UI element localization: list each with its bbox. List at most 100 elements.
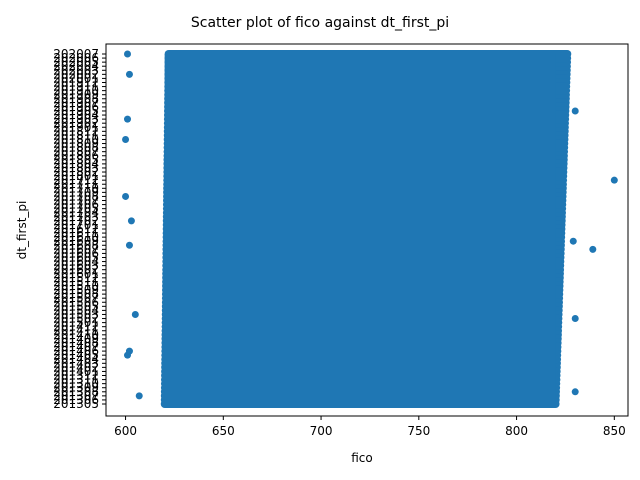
y-tick-label: 201706 — [53, 198, 99, 212]
y-tick-label: 202004 — [53, 59, 99, 73]
y-tick-label: 201709 — [53, 185, 99, 199]
y-tick-label: 201906 — [53, 100, 99, 114]
y-tick-label: 201607 — [53, 242, 99, 256]
y-tick-label: 201609 — [53, 234, 99, 248]
y-tick-label: 201604 — [53, 255, 99, 269]
y-tick-label: 201808 — [53, 141, 99, 155]
y-tick-label: 201411 — [53, 324, 99, 338]
y-tick-label: 201312 — [53, 369, 99, 383]
y-tick-label: 201812 — [53, 124, 99, 138]
scatter-point — [127, 217, 135, 225]
scatter-point — [122, 135, 130, 143]
y-tick-label: 201711 — [53, 177, 99, 191]
data-points — [122, 50, 618, 408]
y-tick-label: 201309 — [53, 381, 99, 395]
y-tick-label: 201606 — [53, 246, 99, 260]
y-tick-label: 201306 — [53, 393, 99, 407]
y-tick-label: 201710 — [53, 181, 99, 195]
y-tick-label: 201404 — [53, 352, 99, 366]
y-tick-label: 201708 — [53, 189, 99, 203]
y-tick-label: 201401 — [53, 364, 99, 378]
y-tick-label: 202007 — [53, 47, 99, 61]
y-tick-label: 201805 — [53, 153, 99, 167]
y-tick-label: 201407 — [53, 340, 99, 354]
y-tick-label: 201907 — [53, 96, 99, 110]
y-tick-label: 201506 — [53, 295, 99, 309]
x-tick-label: 750 — [407, 424, 430, 438]
y-tick-label: 201902 — [53, 116, 99, 130]
y-tick-label: 201801 — [53, 169, 99, 183]
y-tick-label: 201403 — [53, 356, 99, 370]
scatter-point — [610, 176, 618, 184]
y-tick-label: 201501 — [53, 316, 99, 330]
y-tick-label: 201809 — [53, 137, 99, 151]
scatter-point — [125, 241, 133, 249]
scatter-point — [589, 245, 597, 253]
y-axis-label: dt_first_pi — [15, 201, 29, 260]
y-tick-label: 201402 — [53, 360, 99, 374]
y-tick-label: 201509 — [53, 283, 99, 297]
y-tick-label: 201610 — [53, 230, 99, 244]
y-tick-label: 201305 — [53, 397, 99, 411]
y-tick-label: 201612 — [53, 222, 99, 236]
y-tick-label: 202003 — [53, 63, 99, 77]
chart-title: Scatter plot of fico against dt_first_pi — [191, 15, 449, 31]
y-tick-label: 201910 — [53, 84, 99, 98]
scatter-point — [124, 50, 132, 58]
y-tick-label: 201903 — [53, 112, 99, 126]
y-tick-label: 201308 — [53, 385, 99, 399]
y-tick-label: 201601 — [53, 267, 99, 281]
y-tick-label: 201802 — [53, 165, 99, 179]
y-tick-label: 202002 — [53, 67, 99, 81]
y-tick-label: 201803 — [53, 161, 99, 175]
y-tick-label: 201307 — [53, 389, 99, 403]
y-tick-label: 201810 — [53, 132, 99, 146]
y-tick-label: 201502 — [53, 312, 99, 326]
x-tick-label: 650 — [212, 424, 235, 438]
y-tick-label: 201905 — [53, 104, 99, 118]
y-tick-label: 201503 — [53, 307, 99, 321]
y-tick-label: 201410 — [53, 328, 99, 342]
scatter-point — [124, 115, 132, 123]
scatter-point — [571, 315, 579, 323]
y-tick-label: 201512 — [53, 271, 99, 285]
scatter-point — [569, 237, 577, 245]
y-tick-label: 201806 — [53, 149, 99, 163]
scatter-point — [135, 392, 143, 400]
y-tick-label: 201704 — [53, 206, 99, 220]
scatter-point — [122, 192, 130, 200]
x-tick-label: 700 — [310, 424, 333, 438]
y-tick-label: 201705 — [53, 202, 99, 216]
y-axis: 2013052013062013072013082013092013102013… — [53, 47, 106, 411]
y-tick-label: 201703 — [53, 210, 99, 224]
y-tick-label: 201511 — [53, 275, 99, 289]
y-tick-label: 201405 — [53, 348, 99, 362]
scatter-point — [571, 388, 579, 396]
y-tick-label: 201605 — [53, 250, 99, 264]
scatter-point — [125, 347, 133, 355]
y-tick-label: 201701 — [53, 218, 99, 232]
y-tick-label: 201412 — [53, 320, 99, 334]
y-tick-label: 202005 — [53, 55, 99, 69]
y-tick-label: 201702 — [53, 214, 99, 228]
x-tick-label: 600 — [114, 424, 137, 438]
y-tick-label: 201904 — [53, 108, 99, 122]
scatter-point — [131, 310, 139, 318]
y-tick-label: 202006 — [53, 51, 99, 65]
y-tick-label: 201901 — [53, 120, 99, 134]
y-tick-label: 201603 — [53, 259, 99, 273]
y-tick-label: 201804 — [53, 157, 99, 171]
y-tick-label: 201909 — [53, 88, 99, 102]
y-tick-label: 201807 — [53, 145, 99, 159]
plot-frame — [105, 43, 629, 417]
y-tick-label: 201409 — [53, 332, 99, 346]
y-tick-label: 201505 — [53, 299, 99, 313]
y-tick-label: 201811 — [53, 128, 99, 142]
y-tick-label: 201510 — [53, 279, 99, 293]
y-tick-label: 201504 — [53, 303, 99, 317]
x-tick-label: 850 — [603, 424, 626, 438]
y-tick-label: 201310 — [53, 377, 99, 391]
y-tick-label: 201611 — [53, 226, 99, 240]
y-tick-label: 201608 — [53, 238, 99, 252]
